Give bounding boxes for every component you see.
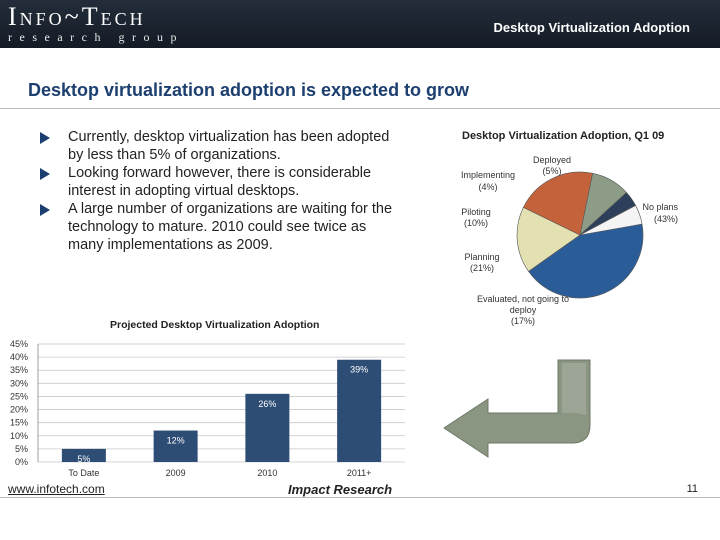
- pie-chart: Desktop Virtualization Adoption, Q1 09 N…: [461, 130, 679, 326]
- pie-slice: [522, 171, 594, 236]
- y-tick-label: 40%: [10, 352, 28, 362]
- y-tick-label: 25%: [10, 391, 28, 401]
- footer-website-link[interactable]: www.infotech.com: [8, 482, 105, 496]
- pie-slice-value: (4%): [478, 182, 497, 192]
- pie-slice-value: (21%): [470, 263, 494, 273]
- bar-value-label: 12%: [167, 436, 185, 446]
- bar-value-label: 26%: [258, 399, 276, 409]
- pie-slice-label: No plans: [642, 202, 678, 212]
- bullet-arrow-icon: [40, 132, 50, 144]
- bar: [245, 393, 290, 462]
- y-tick-label: 0%: [15, 457, 28, 467]
- y-tick-label: 30%: [10, 378, 28, 388]
- pie-slice: [579, 205, 643, 236]
- pie-slice: [528, 223, 644, 299]
- pie-slice: [516, 206, 581, 272]
- y-tick-label: 35%: [10, 365, 28, 375]
- pie-chart-title: Desktop Virtualization Adoption, Q1 09: [462, 130, 664, 142]
- bullet-text: Looking forward however, there is consid…: [68, 165, 372, 199]
- company-logo: Info~Tech research group: [8, 2, 184, 44]
- pie-slice-value: (43%): [654, 214, 678, 224]
- bar-chart-title: Projected Desktop Virtualization Adoptio…: [110, 319, 319, 331]
- bullet-text: Currently, desktop virtualization has be…: [68, 129, 390, 163]
- y-tick-label: 45%: [10, 339, 28, 349]
- bullet-text: A large number of organizations are wait…: [68, 201, 393, 253]
- pie-slice-value: (5%): [542, 166, 561, 176]
- pie-slice-value: (10%): [464, 218, 488, 228]
- bullet-item: A large number of organizations are wait…: [40, 200, 400, 254]
- pie-slice-label: Planning: [464, 252, 499, 262]
- y-tick-label: 20%: [10, 405, 28, 415]
- x-tick-label: 2010: [257, 468, 277, 478]
- pie-slice-label: Piloting: [461, 207, 491, 217]
- header-bar: Info~Tech research group Desktop Virtual…: [0, 0, 720, 48]
- curved-arrow-left-icon: [443, 359, 591, 458]
- bullet-arrow-icon: [40, 204, 50, 216]
- pie-slice-label: Evaluated, not going to deploy: [477, 294, 569, 315]
- x-tick-label: 2011+: [347, 468, 372, 478]
- footer-impact-research: Impact Research: [288, 482, 393, 497]
- bar: [337, 359, 382, 462]
- bullet-item: Currently, desktop virtualization has be…: [40, 128, 400, 164]
- bar-chart: Projected Desktop Virtualization Adoptio…: [10, 319, 405, 478]
- bullet-item: Looking forward however, there is consid…: [40, 164, 400, 200]
- bar: [153, 430, 198, 462]
- y-tick-label: 5%: [15, 444, 28, 454]
- x-tick-label: 2009: [166, 468, 186, 478]
- pie-slice-value: (17%): [511, 316, 535, 326]
- logo-main-text: Info~Tech: [8, 2, 146, 31]
- bar: [61, 448, 106, 462]
- pie-slice-label: Implementing: [461, 170, 515, 180]
- header-title: Desktop Virtualization Adoption: [493, 20, 690, 35]
- bullet-list: Currently, desktop virtualization has be…: [40, 128, 400, 254]
- page-number: 11: [686, 483, 698, 495]
- y-tick-label: 15%: [10, 418, 28, 428]
- bar-value-label: 5%: [77, 454, 90, 464]
- bar-value-label: 39%: [350, 365, 368, 375]
- slide-title: Desktop virtualization adoption is expec…: [28, 80, 470, 100]
- x-tick-label: To Date: [68, 468, 99, 478]
- bullet-arrow-icon: [40, 168, 50, 180]
- title-divider: [0, 108, 720, 109]
- y-tick-label: 10%: [10, 431, 28, 441]
- logo-sub-text: research group: [8, 30, 184, 44]
- pie-slice-label: Deployed: [533, 155, 571, 165]
- footer-divider: [0, 497, 720, 498]
